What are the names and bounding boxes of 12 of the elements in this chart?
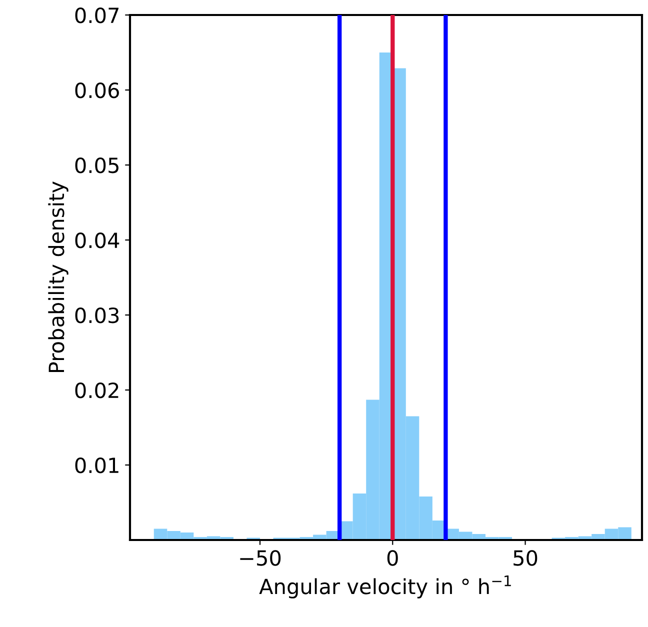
y-tick-label: 0.01 <box>75 457 118 474</box>
x-tick-label: −50 <box>240 550 281 566</box>
y-tick-label: 0.07 <box>75 7 118 24</box>
x-axis-title: Angular velocity in ° h$^{−1}$ <box>259 575 511 598</box>
y-tick-label: 0.02 <box>75 382 118 398</box>
x-tick-label: 50 <box>514 550 538 566</box>
y-tick-label: 0.03 <box>75 307 119 324</box>
y-tick-label: 0.05 <box>75 157 118 174</box>
y-tick-label: 0.04 <box>75 232 120 248</box>
y-axis-title: Probability density <box>48 182 68 372</box>
y-tick-label: 0.06 <box>75 82 119 98</box>
x-tick-label: 0 <box>387 550 398 566</box>
